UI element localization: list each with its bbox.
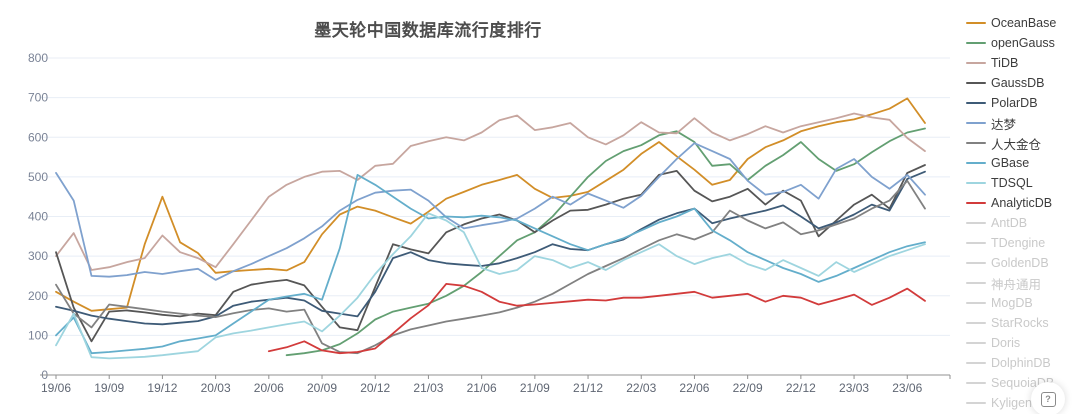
legend-item-达梦[interactable]: 达梦 <box>966 113 1080 133</box>
legend-item-StarRocks[interactable]: StarRocks <box>966 313 1080 333</box>
x-axis-label: 21/06 <box>467 381 497 395</box>
legend-swatch <box>966 302 986 304</box>
x-axis-label: 19/09 <box>94 381 124 395</box>
legend-item-神舟通用[interactable]: 神舟通用 <box>966 273 1080 293</box>
y-axis-label: 400 <box>28 210 48 224</box>
x-axis-label: 20/12 <box>360 381 390 395</box>
legend-swatch <box>966 222 986 224</box>
chart-title: 墨天轮中国数据库流行度排行 <box>314 21 542 40</box>
legend-swatch <box>966 342 986 344</box>
legend-swatch <box>966 102 986 104</box>
series-line-TDSQL <box>55 212 926 360</box>
legend-item-TDSQL[interactable]: TDSQL <box>966 173 1080 193</box>
legend-swatch <box>966 162 986 164</box>
y-axis-label: 500 <box>28 170 48 184</box>
series-line-GBase <box>55 174 926 355</box>
y-axis-label: 200 <box>28 289 48 303</box>
series-line-TiDB <box>55 112 926 271</box>
legend-label: GaussDB <box>991 76 1045 90</box>
legend-label: AntDB <box>991 216 1028 230</box>
x-axis-label: 21/12 <box>573 381 603 395</box>
help-button[interactable]: ? <box>1031 382 1065 414</box>
legend-swatch <box>966 202 986 204</box>
legend-item-GaussDB[interactable]: GaussDB <box>966 73 1080 93</box>
legend-label: openGauss <box>991 36 1055 50</box>
legend-item-DolphinDB[interactable]: DolphinDB <box>966 353 1080 373</box>
legend-label: 达梦 <box>991 117 1017 132</box>
legend-swatch <box>966 82 986 84</box>
x-axis-label: 22/09 <box>733 381 763 395</box>
series-line-人大金仓 <box>55 179 926 355</box>
legend-label: PolarDB <box>991 96 1038 110</box>
x-axis-label: 20/03 <box>201 381 231 395</box>
x-axis-label: 22/03 <box>626 381 656 395</box>
x-axis-label: 21/03 <box>413 381 443 395</box>
legend-item-OceanBase[interactable]: OceanBase <box>966 13 1080 33</box>
legend-label: OceanBase <box>991 16 1057 30</box>
legend-label: 人大金仓 <box>991 137 1042 152</box>
series-line-达梦 <box>55 142 926 281</box>
x-axis-label: 22/12 <box>786 381 816 395</box>
series-line-PolarDB <box>55 170 926 326</box>
legend-label: Doris <box>991 336 1021 350</box>
legend-swatch <box>966 322 986 324</box>
legend-label: TiDB <box>991 56 1019 70</box>
x-axis-label: 22/06 <box>679 381 709 395</box>
legend-label: 神舟通用 <box>991 277 1042 292</box>
legend-item-AnalyticDB[interactable]: AnalyticDB <box>966 193 1080 213</box>
x-axis-label: 19/12 <box>147 381 177 395</box>
x-axis-label: 23/03 <box>839 381 869 395</box>
x-axis-label: 23/06 <box>892 381 922 395</box>
y-axis-label: 700 <box>28 91 48 105</box>
legend-swatch <box>966 282 986 284</box>
legend-swatch <box>966 402 986 404</box>
legend-item-AntDB[interactable]: AntDB <box>966 213 1080 233</box>
legend-item-openGauss[interactable]: openGauss <box>966 33 1080 53</box>
x-axis-label: 19/06 <box>41 381 71 395</box>
y-axis-label: 300 <box>28 249 48 263</box>
legend-item-TiDB[interactable]: TiDB <box>966 53 1080 73</box>
legend-item-TDengine[interactable]: TDengine <box>966 233 1080 253</box>
legend-item-GBase[interactable]: GBase <box>966 153 1080 173</box>
legend-swatch <box>966 22 986 24</box>
legend-label: MogDB <box>991 296 1033 310</box>
legend-swatch <box>966 242 986 244</box>
legend-label: GBase <box>991 156 1030 170</box>
series-line-openGauss <box>285 127 926 357</box>
legend-swatch <box>966 362 986 364</box>
legend-item-MogDB[interactable]: MogDB <box>966 293 1080 313</box>
y-axis-label: 800 <box>28 51 48 65</box>
legend-label: GoldenDB <box>991 256 1049 270</box>
legend-swatch <box>966 262 986 264</box>
series-line-AnalyticDB <box>267 283 926 355</box>
series-line-OceanBase <box>55 97 926 312</box>
legend-item-Doris[interactable]: Doris <box>966 333 1080 353</box>
legend-item-GoldenDB[interactable]: GoldenDB <box>966 253 1080 273</box>
legend-label: StarRocks <box>991 316 1049 330</box>
chart-legend: OceanBase openGauss TiDB GaussDB PolarDB 达梦人大… <box>966 13 1080 413</box>
x-axis-label: 20/09 <box>307 381 337 395</box>
legend-label: DolphinDB <box>991 356 1051 370</box>
legend-item-PolarDB[interactable]: PolarDB <box>966 93 1080 113</box>
legend-swatch <box>966 142 986 144</box>
legend-swatch <box>966 382 986 384</box>
legend-swatch <box>966 62 986 64</box>
question-mark-icon: ? <box>1040 391 1056 407</box>
y-axis-label: 100 <box>28 328 48 342</box>
legend-swatch <box>966 122 986 124</box>
x-axis-label: 20/06 <box>254 381 284 395</box>
legend-swatch <box>966 42 986 44</box>
legend-swatch <box>966 182 986 184</box>
legend-label: AnalyticDB <box>991 196 1053 210</box>
legend-item-人大金仓[interactable]: 人大金仓 <box>966 133 1080 153</box>
y-axis-label: 600 <box>28 130 48 144</box>
legend-label: TDSQL <box>991 176 1033 190</box>
x-axis-label: 21/09 <box>520 381 550 395</box>
legend-label: TDengine <box>991 236 1046 250</box>
